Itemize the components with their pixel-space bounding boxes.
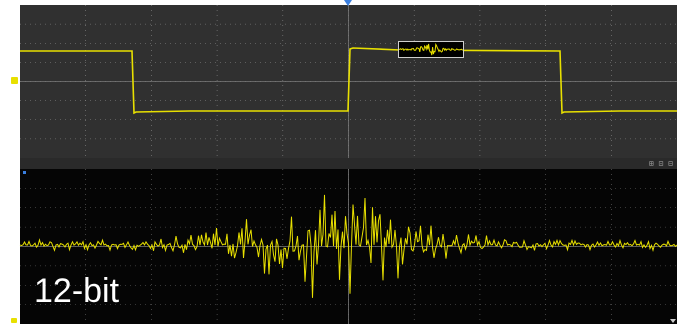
bit-depth-label: 12-bit	[34, 272, 120, 310]
zoom-toolbar: ⊞ ⊡ ⊟	[20, 158, 677, 169]
channel1-level-marker[interactable]	[11, 77, 18, 84]
main-waveform-area[interactable]	[20, 5, 677, 158]
channel1-square-wave-trace	[20, 47, 677, 115]
zoom-grid	[19, 169, 678, 324]
zoomed-burst-trace	[19, 194, 678, 298]
trigger-position-marker[interactable]	[344, 0, 352, 6]
zoom-region-preview	[398, 42, 464, 56]
zoom-channel-marker[interactable]	[11, 318, 17, 323]
zoom-controls[interactable]: ⊞ ⊡ ⊟	[648, 159, 673, 168]
zoom-trigger-marker	[23, 171, 26, 174]
zoom-region-box[interactable]	[398, 41, 464, 58]
scroll-marker	[670, 319, 676, 323]
zoom-waveform-area[interactable]	[19, 169, 678, 324]
main-grid	[20, 5, 677, 158]
